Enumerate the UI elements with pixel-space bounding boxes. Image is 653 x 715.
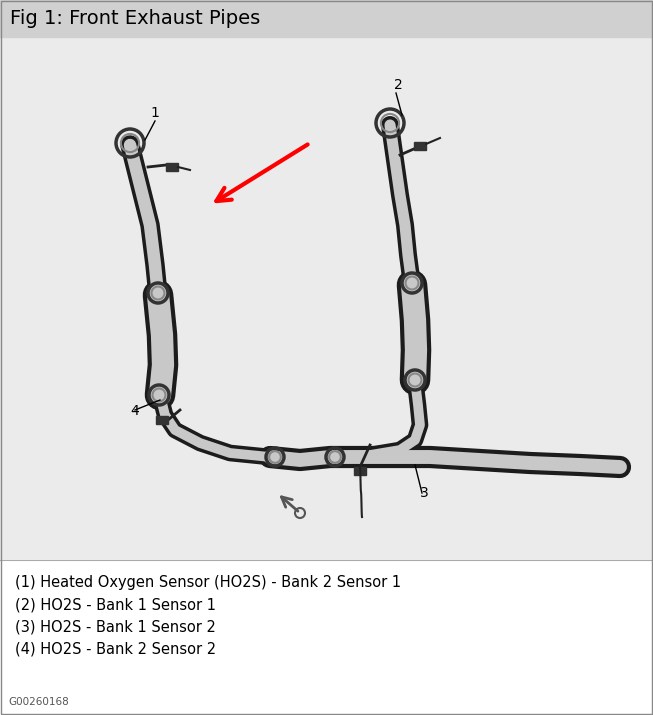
Bar [166, 163, 178, 171]
Bar [0, 0, 653, 37]
Text: (3) HO2S - Bank 1 Sensor 2: (3) HO2S - Bank 1 Sensor 2 [15, 619, 216, 634]
Text: G00260168: G00260168 [8, 697, 69, 707]
Text: 1: 1 [150, 106, 159, 120]
Text: (2) HO2S - Bank 1 Sensor 1: (2) HO2S - Bank 1 Sensor 1 [15, 597, 216, 612]
Text: (4) HO2S - Bank 2 Sensor 2: (4) HO2S - Bank 2 Sensor 2 [15, 641, 216, 656]
Text: 3: 3 [420, 486, 429, 500]
Text: (1) Heated Oxygen Sensor (HO2S) - Bank 2 Sensor 1: (1) Heated Oxygen Sensor (HO2S) - Bank 2… [15, 575, 401, 590]
Text: Fig 1: Front Exhaust Pipes: Fig 1: Front Exhaust Pipes [10, 9, 261, 27]
Bar [354, 467, 366, 475]
Bar [0, 560, 653, 715]
Text: 4: 4 [130, 404, 138, 418]
Bar [156, 416, 168, 424]
Bar [414, 142, 426, 150]
Bar [0, 37, 653, 560]
Text: 2: 2 [394, 78, 403, 92]
